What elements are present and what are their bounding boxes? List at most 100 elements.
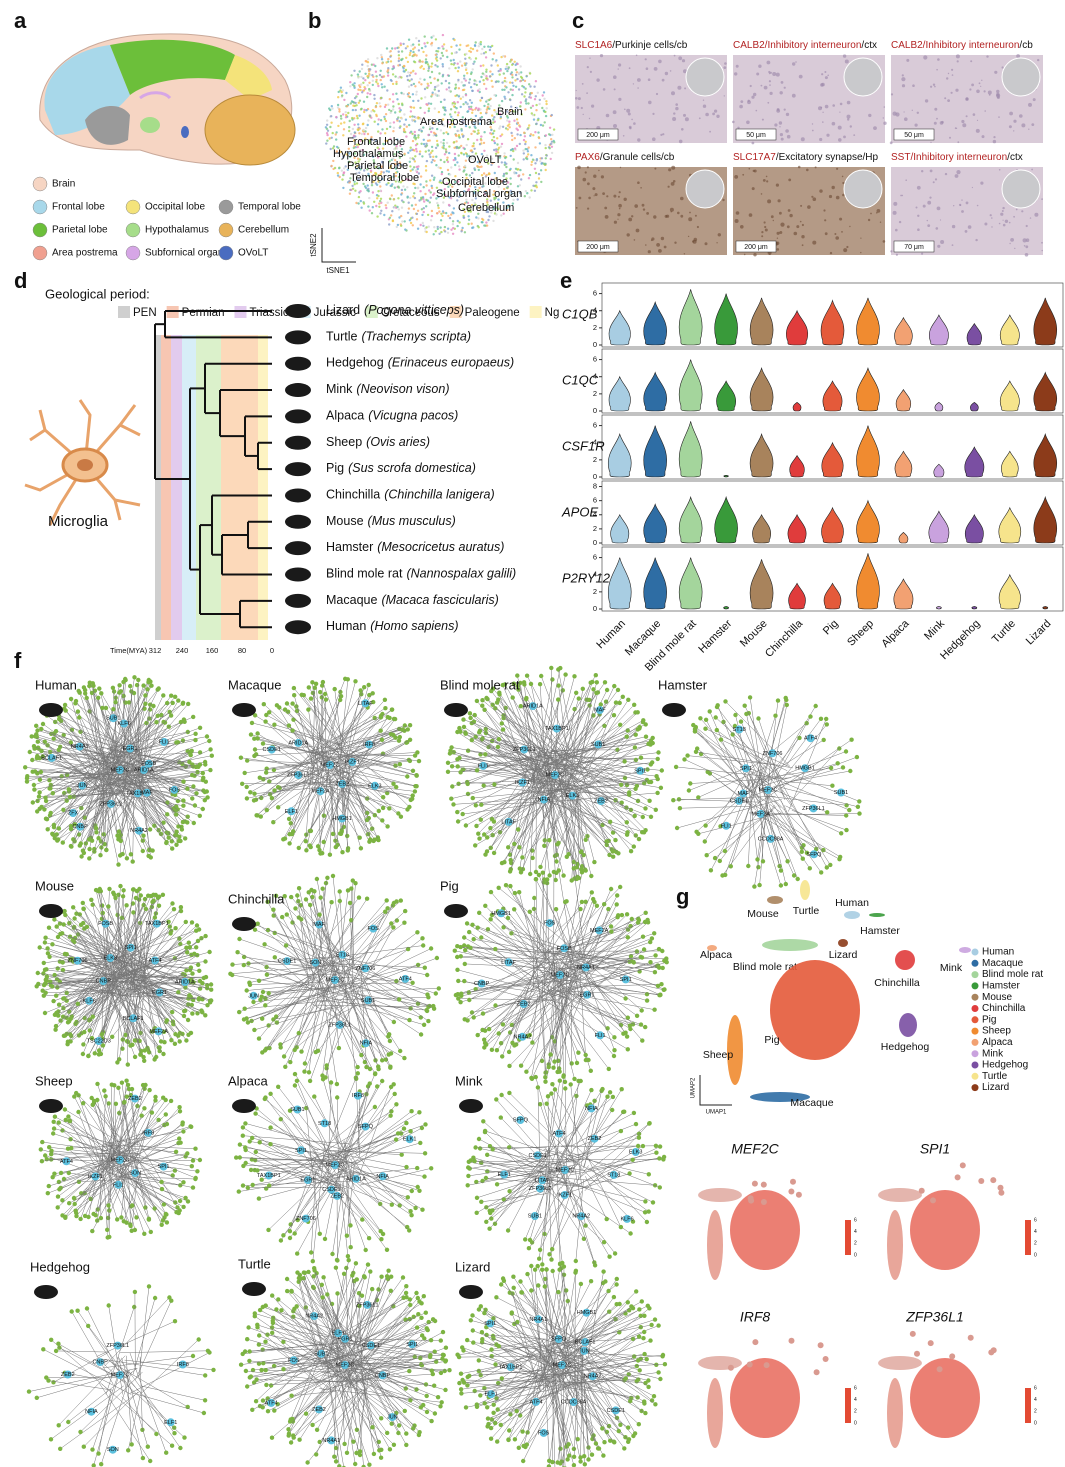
tsne-point [490,64,493,67]
stain-dot [849,125,852,128]
network-node [162,720,168,725]
tsne-point [489,122,493,125]
tsne-point [410,78,413,81]
stain-dot [838,138,842,142]
stain-dot [587,207,590,210]
stain-dot [734,175,739,179]
tsne-point [359,190,362,193]
stain-dot [747,99,750,103]
tsne-point [430,65,433,68]
tsne-point [441,33,445,37]
stain-dot [618,97,622,101]
stain-dot [588,117,591,120]
tsne-point [441,62,444,66]
tsne-point [353,69,356,73]
network-node [549,665,554,671]
network-node [784,697,789,703]
species-common: Macaque [326,593,377,607]
stain-dot [613,88,616,91]
network-node [580,686,585,691]
network-node [264,807,269,813]
tsne-point [460,230,463,233]
tf-label: ZFP36L1 [802,806,825,812]
tsne-point [425,184,428,187]
tsne-point [410,204,414,207]
tsne-point [430,184,433,188]
network-node [194,945,199,950]
network-node [189,748,194,753]
tsne-point [523,195,526,198]
tsne-point [467,218,471,221]
species-latin: (Macaca fascicularis) [381,593,498,607]
tsne-point [496,64,499,67]
tsne-point [333,166,337,170]
tsne-point [476,164,479,168]
axis-label: Time(MYA) [110,646,148,655]
tsne-point [439,166,442,170]
tsne-point [379,199,382,203]
network-node [333,844,338,850]
tsne-point [342,186,345,190]
tsne-point [460,129,463,132]
network-node [472,712,477,718]
tsne-point [400,188,404,192]
stain-dot [883,121,887,125]
stain-dot [981,135,985,139]
stain-dot [798,74,803,79]
network-node [838,854,843,860]
network-node [42,967,48,972]
tsne-point [437,110,441,114]
tsne-point [426,63,430,66]
tsne-point [387,181,390,185]
tsne-point [430,70,434,74]
stain-dot [732,120,735,124]
tsne-point [437,94,440,97]
species-label: Sheep (Ovis aries) [326,435,430,449]
stain-dot [640,187,642,189]
network-node [113,700,118,705]
tsne-point [358,114,361,117]
tsne-point [428,139,431,142]
tsne-point [492,135,496,139]
network-node [208,982,214,987]
network-node [148,702,153,707]
stain-dot [892,210,897,215]
tsne-point [365,60,368,63]
network-node [624,734,629,739]
tsne-point [548,147,551,150]
tsne-point [461,226,464,230]
tf-label: SUB1 [106,716,120,722]
network-node [524,695,529,701]
tsne-point [459,60,462,63]
network-node [381,795,386,800]
network-node [116,829,122,834]
species-latin: (Vicugna pacos) [368,409,458,423]
network-node [643,734,649,739]
stain-dot [622,135,625,137]
tsne-point [524,157,528,160]
stain-dot [829,251,833,255]
tsne-point [477,217,480,220]
tsne-point [523,135,527,138]
network-node [161,693,166,698]
tsne-point [496,143,499,146]
tsne-point [456,199,459,202]
tsne-point [544,157,547,160]
tsne-point [535,159,538,162]
tsne-point [457,154,460,157]
network-node [362,685,367,690]
tsne-point [450,228,453,231]
network-node [773,713,778,718]
stain-dot [998,222,1001,225]
network-node [588,680,593,685]
stain-dot [1021,210,1024,213]
tsne-point [532,184,535,187]
tsne-point [373,93,376,97]
tsne-point [434,93,438,97]
network-node [490,702,495,707]
tsne-point [398,156,402,159]
tsne-point [369,169,373,172]
tsne-point [460,81,463,84]
region-label: Hypothalamus [333,148,404,160]
tsne-point [398,126,401,129]
